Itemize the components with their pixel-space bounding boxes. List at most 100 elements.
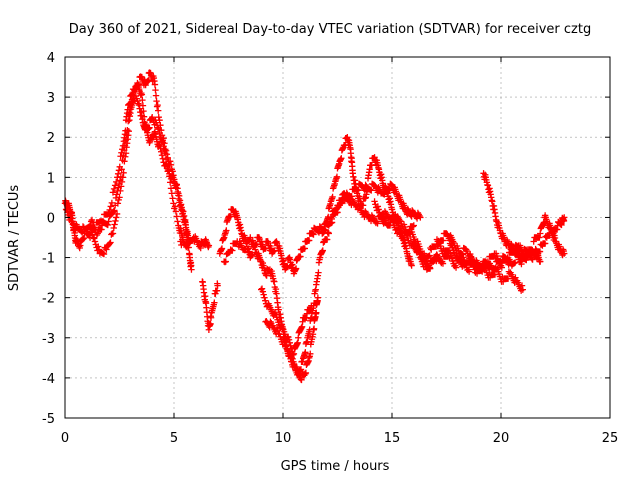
data-point <box>274 327 282 334</box>
data-point <box>116 194 123 201</box>
data-point <box>159 139 167 146</box>
y-tick-label: 3 <box>47 91 55 106</box>
data-point <box>518 282 526 289</box>
data-point <box>174 218 181 225</box>
data-point <box>374 203 382 210</box>
data-point <box>103 246 110 253</box>
data-point <box>180 212 188 220</box>
data-point <box>249 251 256 258</box>
data-point <box>168 190 176 197</box>
series-trace-c <box>83 89 186 241</box>
data-point <box>261 294 268 301</box>
series-trace-j <box>319 134 415 269</box>
data-point <box>114 174 121 181</box>
data-point <box>171 176 178 183</box>
data-point <box>166 179 174 186</box>
y-tick-label: -5 <box>42 412 55 427</box>
data-point <box>67 214 75 222</box>
data-point <box>388 206 396 213</box>
data-point <box>440 237 447 244</box>
x-axis-label: GPS time / hours <box>281 459 390 474</box>
y-tick-label: -3 <box>42 332 55 347</box>
data-point <box>105 210 112 217</box>
data-point <box>163 162 171 169</box>
data-point <box>410 222 417 229</box>
data-point <box>289 355 296 363</box>
data-point <box>242 246 249 253</box>
data-point <box>152 92 160 99</box>
data-point <box>78 228 85 235</box>
data-point <box>177 201 185 209</box>
data-point <box>173 213 180 220</box>
data-point <box>325 230 332 237</box>
data-point <box>335 204 342 211</box>
data-point <box>156 141 163 148</box>
y-tick-label: -4 <box>42 372 55 387</box>
data-point <box>520 252 528 259</box>
data-point <box>529 256 536 263</box>
data-point <box>301 245 308 252</box>
data-point <box>95 243 102 250</box>
data-point <box>439 260 447 267</box>
data-point <box>417 214 424 221</box>
data-point <box>511 259 519 266</box>
data-point <box>111 182 119 189</box>
data-point <box>223 227 230 234</box>
data-point <box>90 234 97 241</box>
data-point <box>118 178 126 186</box>
data-point <box>541 240 549 247</box>
data-point <box>333 173 341 181</box>
data-point <box>415 248 422 255</box>
data-point <box>408 262 415 269</box>
data-point <box>91 238 99 245</box>
data-point <box>110 185 118 193</box>
data-point <box>155 113 162 121</box>
data-point <box>119 146 126 153</box>
data-point <box>426 252 433 259</box>
grid <box>64 56 611 419</box>
data-point <box>114 200 122 207</box>
data-point <box>86 231 93 239</box>
chart-title: Day 360 of 2021, Sidereal Day-to-day VTE… <box>69 22 591 37</box>
x-tick-label: 20 <box>493 431 510 446</box>
series-trace-p <box>532 225 568 259</box>
data-point <box>175 192 183 200</box>
data-point <box>406 230 413 237</box>
data-point <box>117 183 125 190</box>
data-point <box>310 231 317 238</box>
axes: 0 5 10 15 20 25 -5 -4 -3 -2 -1 0 1 2 3 4 <box>42 51 618 446</box>
x-tick-label: 25 <box>602 431 619 446</box>
data-point <box>117 153 124 160</box>
data-point <box>320 228 328 236</box>
data-point <box>120 169 127 177</box>
data-point <box>310 325 318 332</box>
data-point <box>106 206 113 214</box>
data-point <box>172 208 180 215</box>
data-point <box>222 258 229 265</box>
data-point <box>154 107 162 114</box>
data-point <box>284 333 292 340</box>
data-point <box>459 251 467 258</box>
data-point <box>164 168 171 175</box>
data-point <box>371 198 378 205</box>
data-point <box>285 336 293 343</box>
data-point <box>169 195 176 202</box>
data-point <box>310 299 318 307</box>
data-point <box>260 291 267 298</box>
data-point <box>152 86 159 94</box>
data-point <box>250 240 257 247</box>
data-point <box>498 259 506 266</box>
data-point <box>314 228 322 235</box>
data-point <box>117 187 124 195</box>
data-point <box>307 350 314 358</box>
data-point <box>561 250 568 257</box>
data-point <box>286 339 294 346</box>
data-point <box>138 91 146 98</box>
data-point <box>162 150 169 157</box>
data-point <box>188 266 195 273</box>
data-point <box>202 292 209 300</box>
data-point <box>154 101 161 109</box>
data-point <box>107 203 114 210</box>
data-point <box>258 285 266 292</box>
